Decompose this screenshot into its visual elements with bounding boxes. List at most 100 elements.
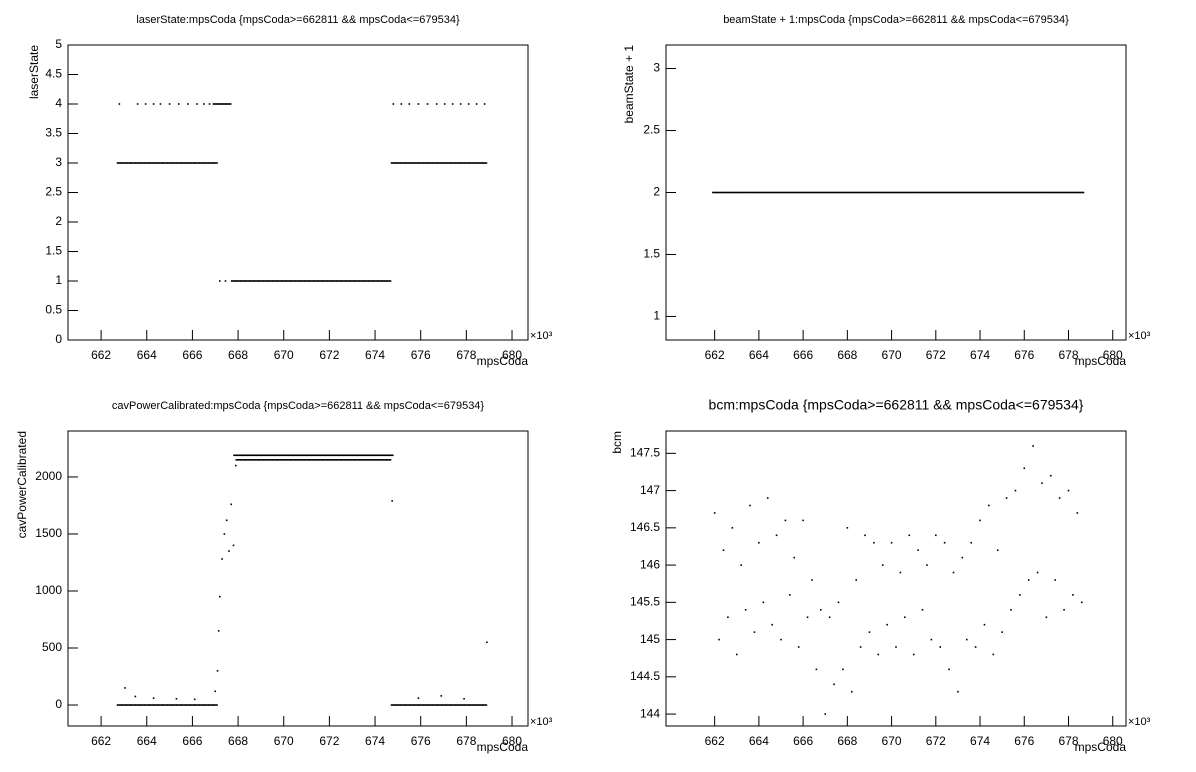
data-point <box>884 191 890 194</box>
data-point <box>235 280 241 282</box>
data-point <box>749 504 751 507</box>
data-point <box>899 571 902 574</box>
data-point <box>340 280 346 282</box>
data-point <box>740 564 742 566</box>
data-point <box>253 459 259 461</box>
data-point <box>418 162 424 164</box>
data-point <box>367 459 374 461</box>
data-point <box>310 454 316 457</box>
data-point <box>482 704 488 706</box>
y-tick-label: 144.5 <box>630 669 660 683</box>
data-point <box>162 704 168 706</box>
data-point <box>276 459 282 461</box>
data-point <box>445 704 451 706</box>
y-tick-label: 3.5 <box>45 126 62 140</box>
data-point <box>244 280 250 282</box>
data-point <box>354 459 360 461</box>
data-point <box>820 608 822 611</box>
y-tick-label: 500 <box>42 640 62 654</box>
x-axis-label: mpsCoda <box>477 740 529 754</box>
data-point <box>171 162 177 164</box>
x-axis-exponent: ×10³ <box>1128 330 1151 342</box>
data-point <box>121 704 127 706</box>
data-point <box>1026 191 1032 194</box>
data-point <box>135 704 141 706</box>
data-point <box>950 191 957 194</box>
data-point <box>1061 191 1067 194</box>
data-point <box>1045 616 1048 619</box>
data-point <box>946 191 952 194</box>
y-tick-label: 3 <box>55 155 62 169</box>
data-point <box>232 544 235 547</box>
data-point <box>427 162 433 164</box>
data-point <box>317 280 323 282</box>
data-point <box>278 454 285 457</box>
data-point <box>290 459 296 461</box>
data-point <box>249 459 255 461</box>
x-tick-label: 678 <box>456 348 476 362</box>
data-point <box>1019 594 1021 596</box>
data-point <box>1005 497 1008 499</box>
x-axis-exponent: ×10³ <box>1128 716 1151 728</box>
y-tick-label: 1000 <box>35 583 62 597</box>
data-point <box>196 103 198 105</box>
x-tick-label: 668 <box>837 734 857 748</box>
data-point <box>367 280 374 282</box>
data-point <box>198 704 205 706</box>
data-point <box>212 704 218 706</box>
data-point <box>319 454 326 457</box>
x-tick-label: 680 <box>502 734 522 748</box>
data-point <box>791 191 797 194</box>
data-point <box>948 668 950 671</box>
data-point <box>303 459 310 461</box>
data-point <box>875 191 881 194</box>
data-point <box>908 534 911 537</box>
data-point <box>1032 445 1034 447</box>
data-point <box>842 668 844 671</box>
data-point <box>130 704 136 706</box>
data-point <box>849 191 855 194</box>
data-point <box>130 162 136 164</box>
data-point <box>139 704 145 706</box>
x-axis-label: mpsCoda <box>477 354 529 368</box>
x-tick-label: 662 <box>705 348 725 362</box>
data-point <box>322 459 328 461</box>
data-point <box>939 646 942 648</box>
data-point <box>157 704 164 706</box>
data-point <box>303 280 310 282</box>
data-point <box>390 162 396 164</box>
data-point <box>249 280 255 282</box>
data-point <box>285 280 291 282</box>
data-point <box>1074 191 1080 194</box>
data-point <box>193 698 196 701</box>
data-point <box>417 697 420 699</box>
data-point <box>990 191 996 194</box>
data-point <box>725 191 731 194</box>
data-point <box>877 653 880 656</box>
data-point <box>902 191 908 194</box>
data-point <box>468 162 474 164</box>
data-point <box>189 162 195 164</box>
data-point <box>1058 497 1061 499</box>
data-point <box>766 497 769 499</box>
data-point <box>125 162 132 164</box>
data-point <box>422 162 428 164</box>
data-point <box>436 704 442 706</box>
data-point <box>180 162 186 164</box>
data-point <box>212 162 218 164</box>
data-point <box>844 191 850 194</box>
data-point <box>968 191 974 194</box>
data-point <box>450 704 456 706</box>
data-point <box>1035 191 1041 194</box>
data-point <box>349 280 355 282</box>
data-point <box>240 459 246 461</box>
data-point <box>340 459 346 461</box>
data-point <box>463 162 469 164</box>
data-point <box>454 162 460 164</box>
data-point <box>116 704 122 706</box>
data-point <box>756 191 762 194</box>
x-tick-label: 672 <box>926 348 946 362</box>
y-tick-label: 1 <box>55 273 62 287</box>
y-tick-label: 144 <box>640 706 660 720</box>
